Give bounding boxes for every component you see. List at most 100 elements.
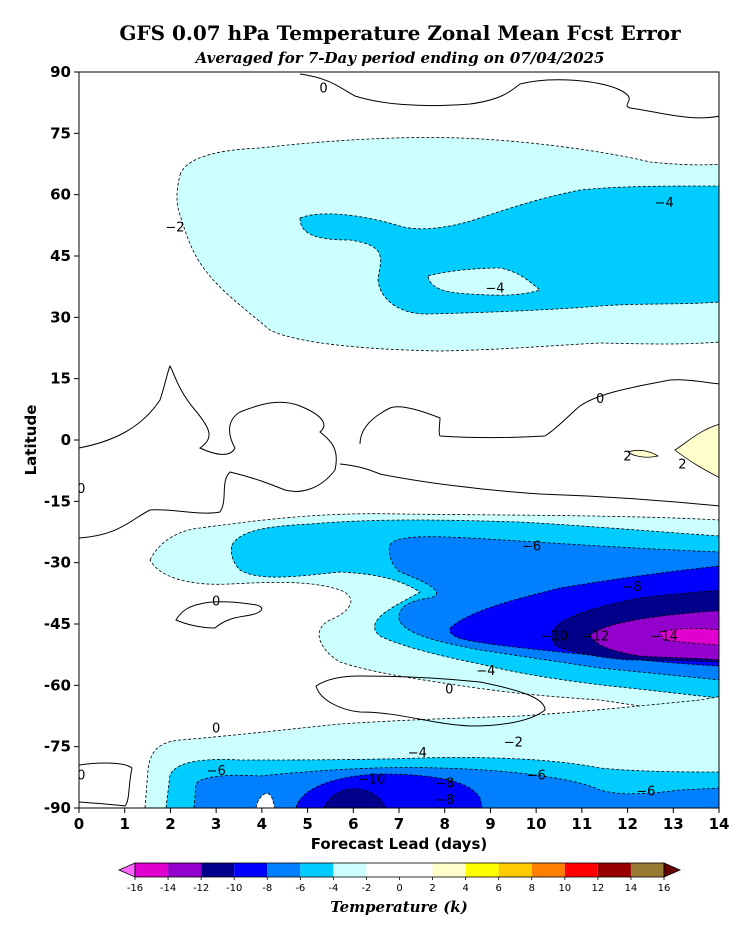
colorbar-segment — [333, 863, 367, 877]
y-tick-label: 90 — [50, 63, 71, 81]
y-tick-label: -90 — [44, 799, 71, 817]
contour-label: −8 — [435, 793, 454, 808]
contour-label: −14 — [650, 629, 677, 644]
contour-label: −4 — [476, 664, 495, 679]
y-tick-label: 0 — [61, 431, 71, 449]
colorbar: -16 -14 -12 -10 -8 -6 -4 -2 0 2 4 6 8 10 12 14 16 — [118, 862, 681, 894]
x-axis-label: Forecast Lead (days) — [311, 835, 487, 853]
y-tick-label: 60 — [50, 186, 71, 204]
contour-label: −10 — [358, 772, 385, 787]
contour-label: −2 — [165, 220, 184, 235]
contour-fill-minus14-south — [659, 627, 719, 646]
y-tick-label: 75 — [50, 124, 71, 142]
colorbar-segment — [366, 863, 400, 877]
colorbar-segment — [267, 863, 301, 877]
colorbar-tick-label: 0 — [396, 883, 402, 894]
chart-subtitle: Averaged for 7-Day period ending on 07/0… — [194, 49, 605, 67]
x-tick-label: 12 — [617, 815, 638, 833]
contour-label: −6 — [636, 785, 655, 800]
colorbar-tick-label: 2 — [429, 883, 435, 894]
colorbar-segment — [399, 863, 433, 877]
x-tick-label: 10 — [526, 815, 547, 833]
chart-title: GFS 0.07 hPa Temperature Zonal Mean Fcst… — [119, 21, 681, 45]
colorbar-segment — [564, 863, 598, 877]
contour-fill-plus2-small — [627, 449, 659, 458]
contour-label: −6 — [207, 764, 226, 779]
contour-fill-minus4-north — [299, 185, 719, 315]
y-tick-label: -15 — [44, 492, 71, 510]
y-tick-label: 15 — [50, 370, 71, 388]
contour-label: 0 — [445, 682, 453, 697]
x-tick-label: 7 — [394, 815, 404, 833]
colorbar-label: Temperature (k) — [330, 898, 468, 916]
colorbar-segment — [498, 863, 532, 877]
colorbar-extend-low — [118, 862, 136, 878]
colorbar-tick-label: -6 — [295, 883, 305, 894]
contour-label: 0 — [596, 392, 604, 407]
contour-labels: 0 0 0 0 0 0 0 −2 −2 2 2 −4 −4 −4 −4 −6 −6 −6 −6 −8 −8 −8 −10 −1… — [77, 81, 687, 808]
x-tick-label: 4 — [257, 815, 267, 833]
contour-label: −6 — [522, 539, 541, 554]
colorbar-segment — [168, 863, 202, 877]
contour-label: −8 — [623, 580, 642, 595]
x-tick-label: 1 — [119, 815, 129, 833]
x-tick-label: 6 — [348, 815, 358, 833]
contour-label: −2 — [504, 736, 523, 751]
y-tick-label: -45 — [44, 615, 71, 633]
zero-contour-north — [299, 73, 719, 119]
colorbar-tick-label: -4 — [328, 883, 338, 894]
colorbar-segment — [201, 863, 235, 877]
contour-label: 2 — [623, 449, 631, 464]
colorbar-segment — [300, 863, 334, 877]
y-tick-label: -75 — [44, 738, 71, 756]
x-axis: 0 1 2 3 4 5 6 7 8 9 10 11 12 13 14 — [74, 808, 730, 833]
contour-hole-minus4 — [427, 267, 541, 296]
x-tick-label: 2 — [165, 815, 175, 833]
colorbar-segment — [597, 863, 631, 877]
x-tick-label: 14 — [709, 815, 730, 833]
colorbar-tick-label: 10 — [558, 883, 571, 894]
contour-label: −12 — [582, 629, 609, 644]
colorbar-tick-label: 6 — [496, 883, 502, 894]
contour-label: 0 — [212, 595, 220, 610]
contour-fill-plus2-equator — [674, 423, 719, 478]
x-tick-label: 9 — [485, 815, 495, 833]
colorbar-tick-label: 12 — [592, 883, 605, 894]
contour-fill-minus10-polar — [323, 788, 387, 808]
plot-area: 0 0 0 0 0 0 0 −2 −2 2 2 −4 −4 −4 −4 −6 −6 −6 −6 −8 −8 −8 −10 −1… — [77, 71, 720, 809]
y-axis: 90 75 60 45 30 15 0 -15 -30 -45 -60 -75 -90 — [44, 63, 79, 817]
colorbar-tick-label: -14 — [160, 883, 176, 894]
contour-label: 0 — [212, 721, 220, 736]
x-tick-label: 8 — [439, 815, 449, 833]
colorbar-segment — [135, 863, 169, 877]
contour-label: −4 — [408, 746, 427, 761]
x-tick-label: 5 — [302, 815, 312, 833]
colorbar-tick-label: -2 — [361, 883, 371, 894]
colorbar-tick-label: -16 — [127, 883, 143, 894]
contour-label: −4 — [485, 282, 504, 297]
colorbar-tick-label: 8 — [529, 883, 535, 894]
zero-contour-equator — [79, 364, 719, 539]
contour-fill-white-islet — [255, 793, 276, 808]
y-tick-label: -60 — [44, 676, 71, 694]
colorbar-extend-high — [663, 862, 681, 878]
x-tick-label: 11 — [571, 815, 592, 833]
contour-label: 0 — [319, 81, 327, 96]
x-tick-label: 13 — [663, 815, 684, 833]
colorbar-tick-label: -12 — [193, 883, 209, 894]
colorbar-segment — [432, 863, 466, 877]
colorbar-tick-label: -8 — [262, 883, 272, 894]
contour-label: 0 — [77, 768, 85, 783]
x-tick-label: 3 — [211, 815, 221, 833]
colorbar-segment — [234, 863, 268, 877]
colorbar-segment — [531, 863, 565, 877]
y-tick-label: 30 — [50, 308, 71, 326]
contour-fill-minus12-south — [589, 610, 719, 661]
contour-label: −10 — [541, 629, 568, 644]
contour-label: −8 — [435, 776, 454, 791]
colorbar-tick-label: 14 — [625, 883, 638, 894]
colorbar-tick-label: 16 — [658, 883, 671, 894]
contour-label: 0 — [77, 482, 85, 497]
contour-label: −6 — [527, 768, 546, 783]
colorbar-segment — [630, 863, 664, 877]
